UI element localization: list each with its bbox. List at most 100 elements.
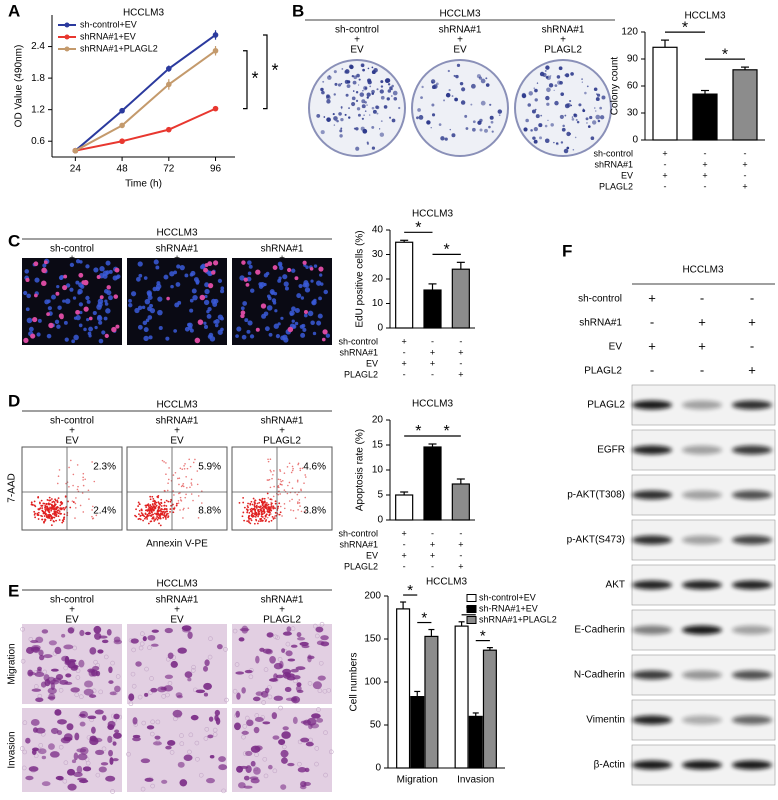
event — [185, 475, 187, 478]
bar — [468, 715, 483, 769]
pore — [22, 720, 28, 726]
table-row-label: shRNA#1 — [339, 539, 378, 549]
nucleus — [258, 282, 263, 287]
colony — [550, 75, 552, 77]
colony — [490, 120, 494, 124]
event — [34, 505, 37, 508]
event — [167, 516, 169, 519]
cell — [239, 627, 250, 632]
edu-nucleus — [322, 329, 328, 335]
nucleus — [190, 270, 196, 276]
colony — [344, 113, 347, 116]
colony — [353, 75, 358, 80]
quadrant-label: 2.3% — [93, 462, 116, 473]
nucleus — [280, 335, 286, 341]
table-sign: + — [430, 358, 435, 368]
event — [248, 511, 251, 514]
nucleus — [75, 280, 80, 285]
cell — [281, 757, 288, 764]
y-tick-label: 0 — [375, 763, 381, 774]
cell — [161, 779, 168, 784]
flow-plot — [126, 446, 228, 531]
pore — [155, 719, 161, 725]
table-row-label: sh-control — [593, 148, 633, 158]
cell — [290, 668, 299, 673]
cell — [296, 637, 306, 641]
colony — [320, 130, 325, 135]
table-sign: - — [459, 336, 462, 346]
nucleus — [36, 332, 41, 337]
nucleus — [149, 308, 156, 314]
band — [632, 670, 672, 680]
event — [297, 502, 299, 505]
condition-sign: - — [650, 362, 654, 377]
cell — [243, 775, 250, 781]
cell — [41, 755, 47, 760]
edu-nucleus — [197, 319, 204, 325]
cell — [269, 656, 276, 664]
nucleus — [195, 279, 200, 284]
colony — [376, 112, 379, 115]
event — [273, 485, 275, 488]
cell — [63, 644, 74, 650]
column-label: EV — [170, 615, 184, 626]
colony — [560, 141, 564, 144]
nucleus — [187, 322, 193, 328]
colony — [523, 127, 528, 132]
y-axis-label: Apoptosis rate (%) — [355, 429, 366, 511]
nucleus — [318, 296, 322, 301]
event — [185, 493, 187, 496]
event — [197, 517, 200, 519]
nucleus — [217, 278, 223, 283]
colony — [459, 81, 464, 86]
cell — [214, 714, 219, 722]
colony — [391, 84, 394, 88]
event — [190, 493, 193, 495]
event — [288, 481, 291, 484]
nucleus — [149, 303, 154, 308]
event — [63, 518, 65, 521]
band — [732, 445, 772, 455]
edu-nucleus — [243, 277, 248, 282]
nucleus — [46, 299, 51, 304]
cell — [77, 777, 87, 781]
nucleus — [213, 320, 217, 324]
event — [156, 515, 159, 518]
nucleus — [313, 298, 317, 303]
pore — [272, 768, 278, 774]
colony — [384, 78, 390, 84]
event — [70, 459, 72, 462]
colony — [340, 118, 344, 122]
pore — [261, 700, 266, 705]
colony — [364, 110, 367, 112]
event — [149, 495, 152, 498]
edu-nucleus — [30, 333, 36, 339]
event — [179, 499, 182, 501]
column-label: EV — [65, 615, 79, 626]
nucleus — [26, 293, 32, 299]
band — [732, 400, 772, 410]
pore — [147, 645, 152, 651]
colony — [595, 97, 600, 102]
colony — [333, 70, 337, 74]
colony — [479, 118, 483, 123]
y-tick-label: 1.2 — [31, 104, 45, 115]
colony — [348, 107, 350, 109]
colony — [431, 85, 436, 90]
nucleus — [104, 302, 109, 306]
event — [143, 517, 146, 520]
cell — [255, 655, 260, 664]
event — [161, 512, 163, 515]
colony — [440, 136, 445, 141]
pore — [75, 668, 81, 674]
pore — [232, 628, 238, 634]
edu-nucleus — [62, 284, 68, 291]
nucleus — [64, 298, 71, 304]
nucleus — [78, 302, 84, 307]
cell — [179, 779, 188, 787]
event — [158, 515, 161, 517]
marker — [119, 138, 125, 145]
column-label: shRNA#1 — [542, 25, 585, 36]
edu-nucleus — [241, 260, 246, 265]
cell — [79, 713, 86, 717]
